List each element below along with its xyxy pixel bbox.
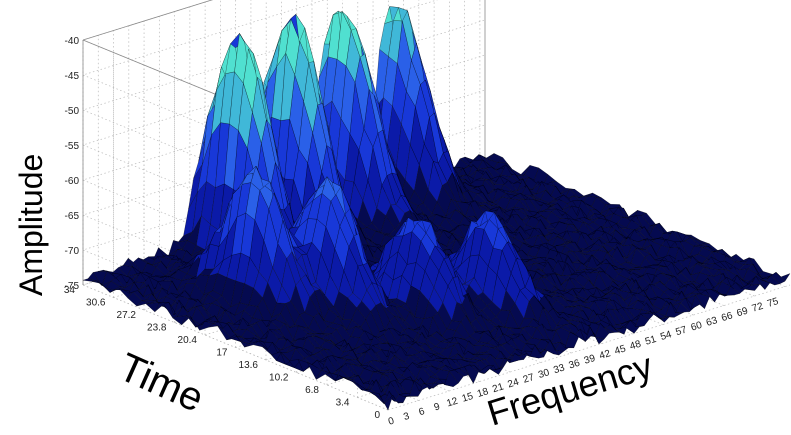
x-tick-label: 51: [644, 334, 658, 348]
y-tick-label: 27.2: [117, 310, 137, 321]
z-tick-label: -65: [65, 211, 80, 222]
y-tick-label: 17: [216, 348, 228, 359]
x-tick-label: 6: [418, 406, 427, 418]
x-tick-label: 48: [629, 339, 643, 353]
y-tick-label: 6.8: [305, 385, 319, 396]
x-tick-label: 24: [506, 377, 520, 391]
x-tick-label: 21: [491, 381, 505, 395]
z-tick-label: -70: [65, 246, 80, 257]
x-tick-label: 12: [445, 396, 459, 410]
x-tick-label: 45: [613, 343, 627, 357]
x-tick-label: 39: [583, 353, 597, 367]
z-tick-label: -75: [65, 281, 80, 292]
zlabel: Amplitude: [13, 154, 49, 296]
x-tick-label: 33: [552, 362, 566, 376]
x-tick-label: 3: [402, 411, 411, 423]
z-tick-label: -55: [65, 141, 80, 152]
tick-layer: 0 3 6 9 12 15 18 21 24 27 30 33 36 39 42 45 48 51 54 57 60 63…: [64, 36, 780, 428]
x-tick-label: 75: [766, 296, 780, 310]
x-tick-label: 27: [522, 372, 536, 386]
z-tick-label: -40: [65, 36, 80, 47]
x-tick-label: 42: [598, 348, 612, 362]
z-tick-label: -45: [65, 71, 80, 82]
y-tick-label: 34: [64, 285, 76, 296]
x-tick-label: 72: [751, 301, 765, 315]
x-tick-label: 30: [537, 367, 551, 381]
x-tick-label: 63: [705, 315, 719, 329]
x-tick-label: 0: [387, 415, 396, 427]
y-tick-label: 0: [374, 410, 380, 421]
x-tick-label: 15: [461, 391, 475, 405]
y-tick-label: 30.6: [86, 298, 106, 309]
x-tick-label: 9: [433, 401, 442, 413]
x-tick-label: 36: [568, 358, 582, 372]
y-tick-label: 23.8: [147, 323, 167, 334]
z-tick-label: -50: [65, 106, 80, 117]
x-tick-label: 18: [476, 386, 490, 400]
surface-layer: [82, 6, 791, 411]
x-tick-label: 60: [690, 320, 704, 334]
ylabel: Time: [112, 345, 210, 421]
x-tick-label: 54: [659, 329, 673, 343]
axis-frame-line: [82, 0, 213, 41]
y-tick-label: 13.6: [239, 360, 259, 371]
x-tick-label: 66: [720, 310, 734, 324]
y-tick-label: 20.4: [178, 335, 198, 346]
x-tick-label: 57: [674, 324, 688, 338]
surface-patch: [775, 272, 791, 282]
z-tick-label: -60: [65, 176, 80, 187]
y-tick-label: 3.4: [336, 398, 350, 409]
y-tick-label: 10.2: [269, 373, 289, 384]
x-tick-label: 69: [735, 305, 749, 319]
